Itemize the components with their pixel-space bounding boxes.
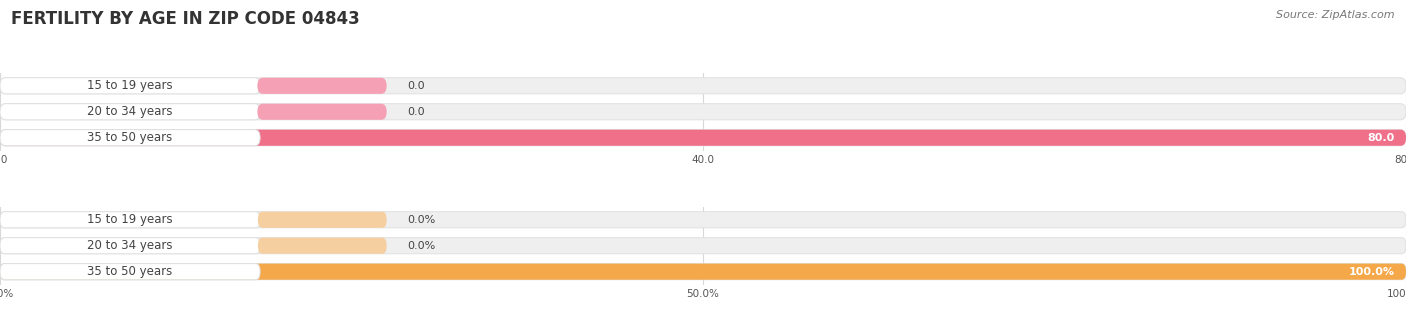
FancyBboxPatch shape xyxy=(0,263,1406,280)
FancyBboxPatch shape xyxy=(0,130,1406,146)
Text: 15 to 19 years: 15 to 19 years xyxy=(87,79,173,92)
FancyBboxPatch shape xyxy=(0,263,260,280)
FancyBboxPatch shape xyxy=(0,78,260,94)
Text: 35 to 50 years: 35 to 50 years xyxy=(87,265,173,278)
FancyBboxPatch shape xyxy=(0,130,260,146)
FancyBboxPatch shape xyxy=(0,104,1406,120)
Text: 0.0%: 0.0% xyxy=(408,215,436,225)
FancyBboxPatch shape xyxy=(0,212,260,228)
FancyBboxPatch shape xyxy=(0,212,1406,228)
Text: 80.0: 80.0 xyxy=(1368,133,1395,143)
FancyBboxPatch shape xyxy=(0,130,1406,146)
FancyBboxPatch shape xyxy=(257,212,387,228)
FancyBboxPatch shape xyxy=(257,238,387,254)
Text: 0.0: 0.0 xyxy=(408,107,426,117)
Text: FERTILITY BY AGE IN ZIP CODE 04843: FERTILITY BY AGE IN ZIP CODE 04843 xyxy=(11,10,360,28)
Text: 20 to 34 years: 20 to 34 years xyxy=(87,239,173,252)
Text: Source: ZipAtlas.com: Source: ZipAtlas.com xyxy=(1277,10,1395,20)
Text: 35 to 50 years: 35 to 50 years xyxy=(87,131,173,144)
FancyBboxPatch shape xyxy=(0,263,1406,280)
FancyBboxPatch shape xyxy=(257,104,387,120)
Text: 100.0%: 100.0% xyxy=(1348,267,1395,277)
Text: 15 to 19 years: 15 to 19 years xyxy=(87,213,173,226)
Text: 20 to 34 years: 20 to 34 years xyxy=(87,105,173,118)
FancyBboxPatch shape xyxy=(0,78,1406,94)
FancyBboxPatch shape xyxy=(0,238,260,254)
FancyBboxPatch shape xyxy=(257,78,387,94)
FancyBboxPatch shape xyxy=(0,130,260,146)
FancyBboxPatch shape xyxy=(0,263,260,280)
FancyBboxPatch shape xyxy=(0,238,1406,254)
Text: 0.0: 0.0 xyxy=(408,81,426,91)
Text: 0.0%: 0.0% xyxy=(408,241,436,251)
FancyBboxPatch shape xyxy=(0,104,260,120)
